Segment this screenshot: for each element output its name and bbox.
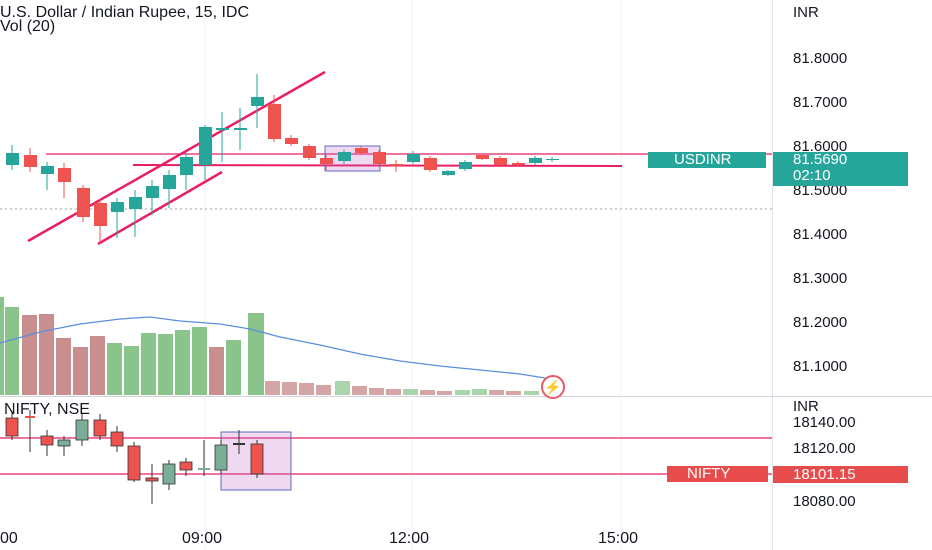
time-tick: 15:00	[598, 530, 639, 547]
price-tick: 81.3000	[793, 270, 848, 287]
nifty-price-tag[interactable]: 18101.15	[773, 466, 908, 483]
time-tick: 12:00	[389, 530, 430, 547]
price-candles[interactable]	[6, 74, 559, 244]
volume-ma-line	[0, 316, 546, 379]
price-tick: 81.4000	[793, 226, 848, 243]
sub-axis-currency: INR	[793, 398, 819, 415]
price-tick: 81.6000	[793, 138, 848, 155]
trend-channel[interactable]	[27, 70, 326, 246]
time-tick: 09:00	[182, 530, 223, 547]
chart-title[interactable]: U.S. Dollar / Indian Rupee, 15, IDC	[0, 4, 250, 21]
bar-countdown: 02:10	[793, 167, 831, 184]
price-tick: 81.5000	[793, 182, 848, 199]
sub-price-tick: 18140.00	[793, 414, 856, 431]
price-tick: 81.7000	[793, 94, 848, 111]
last-price-tag[interactable]: 81.5690 02:10	[773, 152, 908, 186]
nifty-candles[interactable]	[5, 410, 264, 504]
symbol-tag-usdinr[interactable]: USDINR	[648, 152, 766, 168]
rectangle-highlight[interactable]	[324, 145, 381, 172]
time-tick: 00	[0, 530, 18, 547]
symbol-tag-nifty[interactable]: NIFTY	[667, 466, 768, 482]
price-tick: 81.8000	[793, 50, 848, 67]
pane-divider[interactable]	[0, 396, 932, 397]
price-tick: 81.1000	[793, 358, 848, 375]
compare-symbol-title[interactable]: NIFTY, NSE	[4, 401, 90, 418]
price-tick: 81.2000	[793, 314, 848, 331]
volume-bars	[0, 297, 539, 395]
last-price-value: 81.5690	[793, 151, 848, 168]
lightning-icon[interactable]: ⚡	[541, 375, 565, 399]
volume-indicator-label[interactable]: Vol (20)	[0, 18, 56, 35]
sub-price-tick: 18120.00	[793, 440, 856, 457]
sub-price-tick: 18080.00	[793, 493, 856, 510]
axis-currency: INR	[793, 4, 819, 21]
horizontal-line-lower[interactable]	[132, 164, 623, 167]
price-axis-divider	[772, 0, 773, 550]
